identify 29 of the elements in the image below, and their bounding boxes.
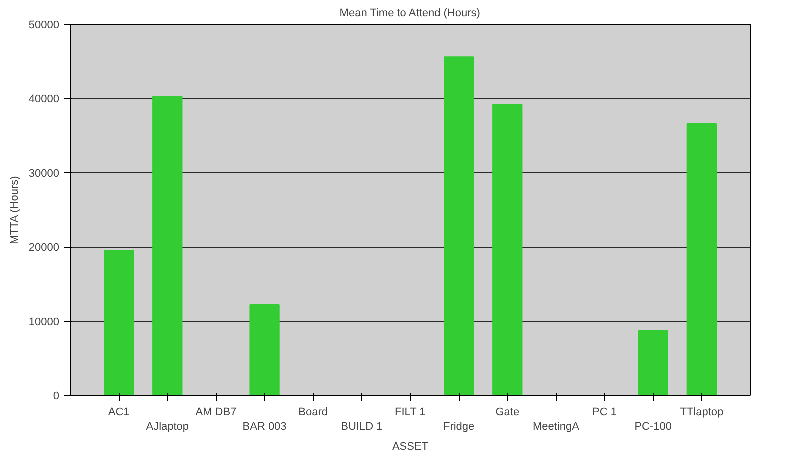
bar <box>686 123 717 396</box>
y-tick-label: 50000 <box>28 20 60 32</box>
x-tick-label: MeetingA <box>532 420 580 433</box>
x-tick-label: BUILD 1 <box>341 420 383 433</box>
bar <box>250 304 280 396</box>
x-tick-label: AM DB7 <box>196 406 237 418</box>
y-tick-label: 30000 <box>28 168 60 180</box>
x-tick-label: PC 1 <box>592 406 618 418</box>
y-tick-label: 40000 <box>28 94 60 106</box>
x-axis-title: ASSET <box>392 440 429 453</box>
x-tick-label: Board <box>298 406 328 418</box>
bar <box>104 250 134 396</box>
x-tick-label: FILT 1 <box>395 406 426 418</box>
bar <box>444 56 474 396</box>
x-tick-label: Fridge <box>443 420 475 433</box>
chart-title: Mean Time to Attend (Hours) <box>340 8 480 20</box>
y-tick-label: 10000 <box>28 316 60 328</box>
x-tick-label: AJlaptop <box>146 420 190 433</box>
x-tick-label: AC1 <box>108 406 130 418</box>
x-tick-label: PC-100 <box>634 420 672 433</box>
x-tick-label: Gate <box>496 406 520 418</box>
bar <box>152 96 183 396</box>
bar <box>492 104 523 396</box>
y-tick-label: 20000 <box>28 242 60 254</box>
bar <box>638 330 668 396</box>
y-axis-title: MTTA (Hours) <box>8 176 21 244</box>
x-tick-label: BAR 003 <box>242 420 287 433</box>
y-tick-label: 0 <box>53 390 60 402</box>
x-tick-label: TTlaptop <box>680 406 724 418</box>
